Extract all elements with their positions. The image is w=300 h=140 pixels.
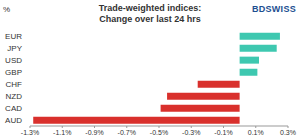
svg-text:-0.3%: -0.3%	[182, 129, 200, 136]
svg-text:-0.7%: -0.7%	[118, 129, 136, 136]
svg-text:AUD: AUD	[8, 116, 22, 125]
svg-text:CHF: CHF	[8, 80, 22, 89]
svg-text:0.1%: 0.1%	[248, 129, 264, 136]
svg-text:GBP: GBP	[8, 68, 22, 77]
svg-text:-0.9%: -0.9%	[85, 129, 103, 136]
svg-text:-1.1%: -1.1%	[53, 129, 71, 136]
svg-text:NZD: NZD	[8, 92, 22, 101]
html-text:Change over last 24 hrs: Change over last 24 hrs	[99, 14, 201, 24]
svg-text:-1.3%: -1.3%	[21, 129, 39, 136]
svg-text:-0.5%: -0.5%	[150, 129, 168, 136]
svg-text:0.3%: 0.3%	[280, 129, 292, 136]
html-text:BDSWISS: BDSWISS	[251, 4, 296, 14]
svg-text:USD: USD	[8, 56, 22, 65]
svg-text:EUR: EUR	[8, 32, 22, 41]
svg-text:JPY: JPY	[8, 44, 23, 53]
html-text:Trade-weighted indices:: Trade-weighted indices:	[98, 3, 202, 13]
svg-text:-0.1%: -0.1%	[214, 129, 232, 136]
svg-text:CAD: CAD	[8, 104, 22, 113]
